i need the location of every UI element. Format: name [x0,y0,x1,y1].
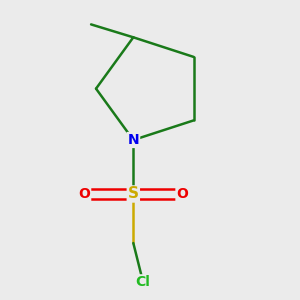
Text: O: O [78,187,90,201]
Text: S: S [128,187,139,202]
Text: N: N [128,133,139,147]
Text: O: O [176,187,188,201]
Text: Cl: Cl [136,275,151,289]
